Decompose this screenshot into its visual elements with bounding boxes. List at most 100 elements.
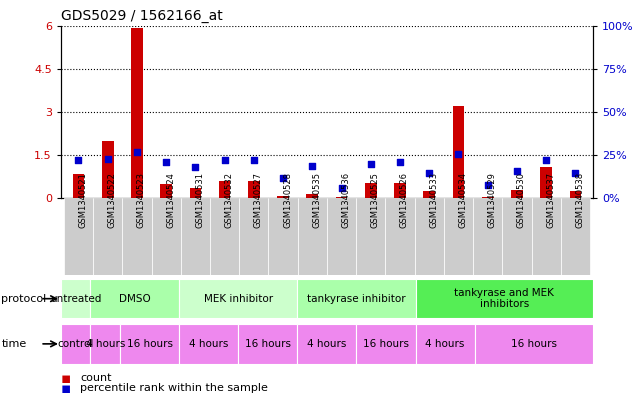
Text: GSM1340525: GSM1340525 bbox=[370, 172, 379, 228]
Bar bbox=[415, 324, 475, 364]
Bar bbox=[93, 198, 122, 275]
Text: 4 hours: 4 hours bbox=[189, 339, 228, 349]
Bar bbox=[219, 181, 231, 198]
Text: GSM1340523: GSM1340523 bbox=[137, 172, 146, 228]
Text: 4 hours: 4 hours bbox=[426, 339, 465, 349]
Point bbox=[424, 169, 435, 176]
Bar bbox=[423, 191, 435, 198]
Bar bbox=[64, 198, 93, 275]
Bar bbox=[385, 198, 415, 275]
Bar bbox=[336, 197, 347, 198]
Bar bbox=[160, 184, 172, 198]
Text: GSM1340529: GSM1340529 bbox=[488, 172, 497, 228]
Point bbox=[483, 182, 493, 188]
Bar bbox=[356, 198, 385, 275]
Text: GSM1340527: GSM1340527 bbox=[254, 172, 263, 228]
Bar bbox=[570, 191, 581, 198]
Point bbox=[103, 156, 113, 162]
Text: MEK inhibitor: MEK inhibitor bbox=[204, 294, 273, 304]
Bar bbox=[239, 198, 269, 275]
Bar bbox=[102, 141, 113, 198]
Bar bbox=[248, 181, 260, 198]
Point bbox=[395, 159, 405, 165]
Point bbox=[190, 164, 201, 171]
Text: 16 hours: 16 hours bbox=[363, 339, 409, 349]
Bar bbox=[475, 324, 593, 364]
Point bbox=[219, 157, 229, 163]
Bar bbox=[365, 183, 377, 198]
Point bbox=[453, 151, 463, 157]
Bar bbox=[561, 198, 590, 275]
Point bbox=[541, 157, 551, 163]
Point bbox=[73, 157, 83, 163]
Text: GSM1340526: GSM1340526 bbox=[400, 172, 409, 228]
Bar bbox=[297, 279, 415, 318]
Text: 16 hours: 16 hours bbox=[126, 339, 172, 349]
Bar bbox=[453, 106, 464, 198]
Bar bbox=[90, 324, 120, 364]
Bar bbox=[210, 198, 239, 275]
Bar bbox=[120, 324, 179, 364]
Text: ▪: ▪ bbox=[61, 381, 71, 393]
Point bbox=[337, 185, 347, 191]
Point bbox=[132, 149, 142, 155]
Bar bbox=[269, 198, 297, 275]
Text: GSM1340532: GSM1340532 bbox=[224, 172, 233, 228]
Bar bbox=[540, 167, 552, 198]
Text: untreated: untreated bbox=[50, 294, 101, 304]
Point bbox=[278, 174, 288, 181]
Text: GSM1340530: GSM1340530 bbox=[517, 172, 526, 228]
Text: GSM1340531: GSM1340531 bbox=[196, 172, 204, 228]
Text: GSM1340537: GSM1340537 bbox=[546, 172, 555, 228]
Bar bbox=[122, 198, 151, 275]
Bar bbox=[415, 279, 593, 318]
Text: GSM1340528: GSM1340528 bbox=[283, 172, 292, 228]
Text: percentile rank within the sample: percentile rank within the sample bbox=[80, 383, 268, 393]
Bar bbox=[511, 190, 523, 198]
Bar bbox=[444, 198, 473, 275]
Text: 16 hours: 16 hours bbox=[245, 339, 291, 349]
Text: time: time bbox=[1, 339, 26, 349]
Text: GSM1340535: GSM1340535 bbox=[312, 172, 321, 228]
Text: DMSO: DMSO bbox=[119, 294, 151, 304]
Bar bbox=[277, 196, 289, 198]
Bar bbox=[131, 28, 143, 198]
Bar bbox=[297, 324, 356, 364]
Text: protocol: protocol bbox=[1, 294, 47, 304]
Bar bbox=[415, 198, 444, 275]
Bar bbox=[356, 324, 415, 364]
Point bbox=[570, 169, 581, 176]
Bar bbox=[179, 279, 297, 318]
Text: tankyrase and MEK
inhibitors: tankyrase and MEK inhibitors bbox=[454, 288, 554, 309]
Text: ▪: ▪ bbox=[61, 371, 71, 386]
Bar bbox=[181, 198, 210, 275]
Text: tankyrase inhibitor: tankyrase inhibitor bbox=[307, 294, 406, 304]
Text: GSM1340524: GSM1340524 bbox=[166, 172, 175, 228]
Bar bbox=[72, 174, 84, 198]
Bar bbox=[327, 198, 356, 275]
Bar bbox=[531, 198, 561, 275]
Bar bbox=[503, 198, 531, 275]
Bar bbox=[151, 198, 181, 275]
Bar bbox=[482, 197, 494, 198]
Point bbox=[365, 161, 376, 167]
Text: count: count bbox=[80, 373, 112, 383]
Bar bbox=[394, 183, 406, 198]
Text: GSM1340521: GSM1340521 bbox=[78, 172, 87, 228]
Text: 16 hours: 16 hours bbox=[511, 339, 557, 349]
Bar bbox=[297, 198, 327, 275]
Text: GSM1340533: GSM1340533 bbox=[429, 172, 438, 228]
Text: GDS5029 / 1562166_at: GDS5029 / 1562166_at bbox=[61, 9, 222, 23]
Text: GSM1340538: GSM1340538 bbox=[576, 172, 585, 228]
Bar bbox=[306, 194, 318, 198]
Bar bbox=[61, 279, 90, 318]
Point bbox=[249, 157, 259, 163]
Bar bbox=[61, 324, 90, 364]
Bar bbox=[179, 324, 238, 364]
Text: control: control bbox=[58, 339, 94, 349]
Point bbox=[307, 162, 317, 169]
Bar bbox=[238, 324, 297, 364]
Bar bbox=[90, 279, 179, 318]
Text: GSM1340534: GSM1340534 bbox=[458, 172, 467, 228]
Text: 4 hours: 4 hours bbox=[85, 339, 125, 349]
